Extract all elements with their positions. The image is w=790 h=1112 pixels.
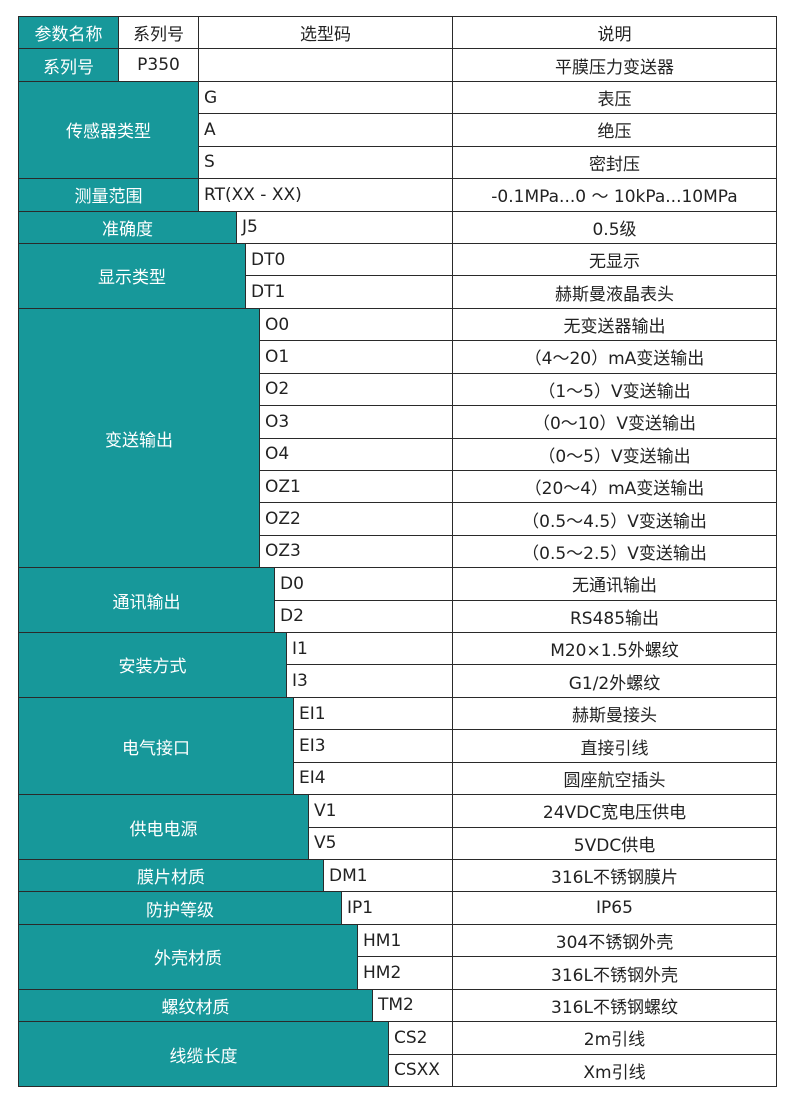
option-description: 圆座航空插头 xyxy=(452,761,777,796)
option-description: 0.5级 xyxy=(452,210,777,244)
option-description: 无变送器输出 xyxy=(452,307,777,342)
option-description: 316L不锈钢外壳 xyxy=(452,956,777,990)
option-code: EI3 xyxy=(293,729,453,763)
header-cell: 说明 xyxy=(452,16,777,50)
option-code: IP1 xyxy=(341,891,453,925)
option-description: （0～5）V变送输出 xyxy=(452,437,777,471)
option-code: O3 xyxy=(259,405,453,439)
option-code: OZ1 xyxy=(259,469,453,504)
option-description: 绝压 xyxy=(452,113,777,147)
option-description: （0～10）V变送输出 xyxy=(452,405,777,439)
option-description: 表压 xyxy=(452,80,777,115)
group-name: 显示类型 xyxy=(18,242,246,309)
option-code: V5 xyxy=(308,826,453,861)
group-name: 供电电源 xyxy=(18,794,309,861)
group-name: 通讯输出 xyxy=(18,567,275,634)
option-description: （0.5～2.5）V变送输出 xyxy=(452,534,777,569)
option-code: TM2 xyxy=(372,988,453,1023)
option-code: HM1 xyxy=(357,923,453,958)
series-label: 系列号 xyxy=(18,48,119,82)
option-description: M20×1.5外螺纹 xyxy=(452,632,777,666)
option-code: DT1 xyxy=(245,275,453,309)
option-code: CS2 xyxy=(388,1021,453,1055)
header-cell: 系列号 xyxy=(118,16,199,50)
option-code: OZ2 xyxy=(259,502,453,536)
group-name: 外壳材质 xyxy=(18,923,358,990)
series-description: 平膜压力变送器 xyxy=(452,48,777,82)
option-code: G xyxy=(198,80,453,115)
option-description: （20～4）mA变送输出 xyxy=(452,469,777,504)
option-description: IP65 xyxy=(452,891,777,925)
option-description: （4～20）mA变送输出 xyxy=(452,340,777,374)
group-name: 传感器类型 xyxy=(18,80,199,180)
group-name: 线缆长度 xyxy=(18,1021,389,1087)
option-code: I1 xyxy=(286,632,453,666)
group-name: 膜片材质 xyxy=(18,859,324,893)
option-code: DT0 xyxy=(245,242,453,277)
option-description: G1/2外螺纹 xyxy=(452,664,777,698)
empty-cell xyxy=(198,48,453,82)
option-description: 无通讯输出 xyxy=(452,567,777,601)
option-code: O2 xyxy=(259,372,453,407)
option-code: CSXX xyxy=(388,1053,453,1087)
option-description: 316L不锈钢螺纹 xyxy=(452,988,777,1023)
header-cell: 参数名称 xyxy=(18,16,119,50)
option-description: 密封压 xyxy=(452,145,777,180)
option-description: RS485输出 xyxy=(452,599,777,634)
option-description: 5VDC供电 xyxy=(452,826,777,861)
option-description: 316L不锈钢膜片 xyxy=(452,859,777,893)
option-description: Xm引线 xyxy=(452,1053,777,1087)
group-name: 准确度 xyxy=(18,210,237,244)
option-code: S xyxy=(198,145,453,180)
header-cell: 选型码 xyxy=(198,16,453,50)
option-code: EI4 xyxy=(293,761,453,796)
group-name: 测量范围 xyxy=(18,178,199,212)
group-name: 变送输出 xyxy=(18,307,260,569)
option-description: （0.5～4.5）V变送输出 xyxy=(452,502,777,536)
option-code: O0 xyxy=(259,307,453,342)
option-code: D2 xyxy=(274,599,453,634)
option-code: V1 xyxy=(308,794,453,828)
option-code: HM2 xyxy=(357,956,453,990)
option-description: 24VDC宽电压供电 xyxy=(452,794,777,828)
option-description: 304不锈钢外壳 xyxy=(452,923,777,958)
option-description: 2m引线 xyxy=(452,1021,777,1055)
option-code: RT(XX - XX) xyxy=(198,178,453,212)
option-code: O4 xyxy=(259,437,453,471)
series-code: P350 xyxy=(118,48,199,82)
group-name: 电气接口 xyxy=(18,696,294,796)
group-name: 安装方式 xyxy=(18,632,287,698)
option-code: D0 xyxy=(274,567,453,601)
option-description: 赫斯曼接头 xyxy=(452,696,777,731)
option-code: DM1 xyxy=(323,859,453,893)
group-name: 螺纹材质 xyxy=(18,988,373,1023)
option-code: A xyxy=(198,113,453,147)
option-code: I3 xyxy=(286,664,453,698)
group-name: 防护等级 xyxy=(18,891,342,925)
option-description: 赫斯曼液晶表头 xyxy=(452,275,777,309)
option-description: （1～5）V变送输出 xyxy=(452,372,777,407)
option-code: OZ3 xyxy=(259,534,453,569)
option-code: O1 xyxy=(259,340,453,374)
option-code: J5 xyxy=(236,210,453,244)
option-description: 直接引线 xyxy=(452,729,777,763)
option-code: EI1 xyxy=(293,696,453,731)
option-description: 无显示 xyxy=(452,242,777,277)
option-description: -0.1MPa...0 ～ 10kPa...10MPa xyxy=(452,178,777,212)
